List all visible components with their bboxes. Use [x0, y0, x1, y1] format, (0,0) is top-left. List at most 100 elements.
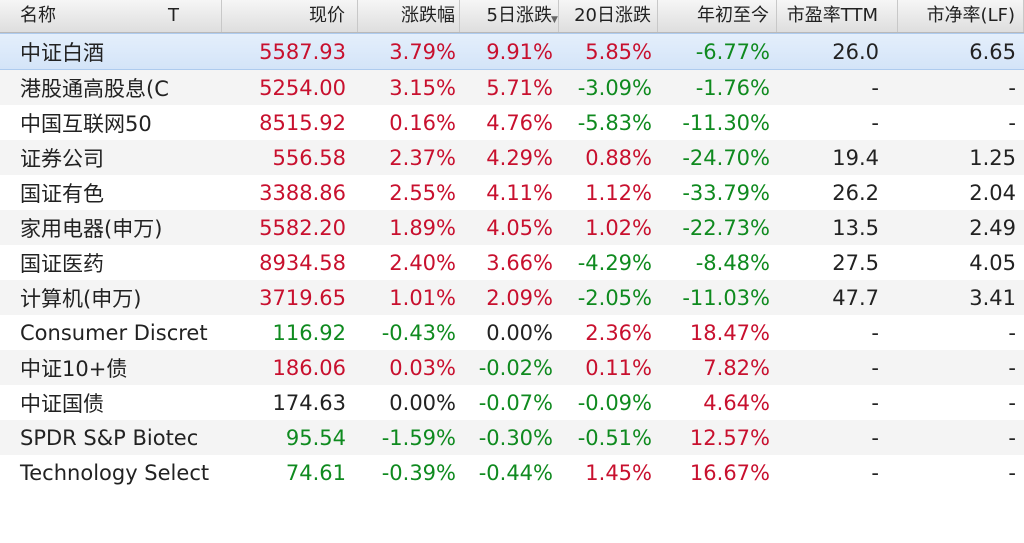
change-5d-cell: -0.44%	[478, 460, 553, 485]
pe-ttm-cell: 13.5	[832, 215, 879, 240]
table-row[interactable]: 中证10+债 186.06 0.03% -0.02% 0.11% 7.82% - -	[0, 350, 1024, 385]
pb-lf-cell: -	[1008, 355, 1016, 380]
change-pct-cell: 0.00%	[389, 390, 456, 415]
pe-ttm-cell: 26.2	[832, 180, 879, 205]
pe-ttm-cell: 27.5	[832, 250, 879, 275]
price-cell: 5582.20	[259, 215, 346, 240]
price-cell: 8515.92	[259, 110, 346, 135]
ytd-return-cell: -24.70%	[682, 145, 770, 170]
pb-lf-cell: 1.25	[969, 145, 1016, 170]
index-name-cell: 中证白酒	[20, 40, 104, 65]
sort-desc-icon: ▼	[551, 15, 558, 25]
sort-indicator[interactable]: T	[168, 5, 179, 26]
change-5d-cell: 3.66%	[486, 250, 553, 275]
index-name-cell: 中国互联网50	[20, 111, 152, 136]
price-cell: 95.54	[285, 425, 346, 450]
price-cell: 3719.65	[259, 285, 346, 310]
table-header: 名称 T 现价 涨跌幅 5日涨跌 ▼ 20日涨跌 年初至今 市盈率TTM 市净率…	[0, 0, 1024, 33]
pe-ttm-cell: -	[871, 75, 879, 100]
change-20d-cell: 0.88%	[585, 145, 652, 170]
change-5d-cell: 4.05%	[486, 215, 553, 240]
change-5d-cell: -0.07%	[478, 390, 553, 415]
table-row[interactable]: 计算机(申万) 3719.65 1.01% 2.09% -2.05% -11.03% 47.…	[0, 280, 1024, 315]
column-header-change-20d[interactable]: 20日涨跌	[559, 0, 658, 32]
index-name-cell: 计算机(申万)	[20, 286, 142, 311]
table-row[interactable]: Consumer Discret 116.92 -0.43% 0.00% 2.36% 18…	[0, 315, 1024, 350]
change-20d-cell: 2.36%	[585, 320, 652, 345]
column-header-pb-lf[interactable]: 市净率(LF)	[898, 0, 1024, 32]
change-5d-cell: 4.76%	[486, 110, 553, 135]
change-pct-cell: -1.59%	[381, 425, 456, 450]
table-row[interactable]: 港股通高股息(C 5254.00 3.15% 5.71% -3.09% -1.76% - -	[0, 70, 1024, 105]
pb-lf-cell: -	[1008, 425, 1016, 450]
price-cell: 116.92	[272, 320, 346, 345]
index-name-cell: 证券公司	[20, 146, 104, 171]
change-20d-cell: -0.51%	[577, 425, 652, 450]
change-pct-cell: 1.89%	[389, 215, 456, 240]
table-row[interactable]: 证券公司 556.58 2.37% 4.29% 0.88% -24.70% 19.4 1.25	[0, 140, 1024, 175]
pb-lf-cell: 3.41	[969, 285, 1016, 310]
ytd-return-cell: -8.48%	[695, 250, 770, 275]
change-5d-cell: 5.71%	[486, 75, 553, 100]
ytd-return-cell: 16.67%	[689, 460, 770, 485]
column-header-pe-ttm[interactable]: 市盈率TTM	[777, 0, 898, 32]
ytd-return-cell: 12.57%	[689, 425, 770, 450]
change-5d-cell: -0.30%	[478, 425, 553, 450]
index-name-cell: 中证10+债	[20, 356, 128, 381]
ytd-return-cell: -6.77%	[695, 39, 770, 64]
change-20d-cell: -3.09%	[577, 75, 652, 100]
pe-ttm-cell: -	[871, 355, 879, 380]
change-5d-cell: -0.02%	[478, 355, 553, 380]
change-pct-cell: 0.03%	[389, 355, 456, 380]
pb-lf-cell: 2.04	[969, 180, 1016, 205]
change-20d-cell: 1.12%	[585, 180, 652, 205]
table-row[interactable]: 国证医药 8934.58 2.40% 3.66% -4.29% -8.48% 27.5 4.0…	[0, 245, 1024, 280]
pe-ttm-cell: -	[871, 425, 879, 450]
index-name-cell: 中证国债	[20, 391, 104, 416]
index-name-cell: 家用电器(申万)	[20, 216, 163, 241]
table-row[interactable]: 国证有色 3388.86 2.55% 4.11% 1.12% -33.79% 26.2 2.0…	[0, 175, 1024, 210]
ytd-return-cell: -33.79%	[682, 180, 770, 205]
pb-lf-cell: -	[1008, 460, 1016, 485]
table-row[interactable]: 中证白酒 5587.93 3.79% 9.91% 5.85% -6.77% 26.0 6.65	[0, 33, 1024, 70]
change-pct-cell: 2.55%	[389, 180, 456, 205]
pb-lf-cell: -	[1008, 390, 1016, 415]
change-5d-cell: 4.11%	[486, 180, 553, 205]
column-header-price[interactable]: 现价	[222, 0, 358, 32]
change-pct-cell: 2.37%	[389, 145, 456, 170]
change-20d-cell: 1.02%	[585, 215, 652, 240]
ytd-return-cell: -11.03%	[682, 285, 770, 310]
price-cell: 3388.86	[259, 180, 346, 205]
price-cell: 556.58	[272, 145, 346, 170]
pe-ttm-cell: -	[871, 460, 879, 485]
change-pct-cell: -0.39%	[381, 460, 456, 485]
change-20d-cell: -2.05%	[577, 285, 652, 310]
pb-lf-cell: 2.49	[969, 215, 1016, 240]
index-quote-table: 名称 T 现价 涨跌幅 5日涨跌 ▼ 20日涨跌 年初至今 市盈率TTM 市净率…	[0, 0, 1024, 490]
column-header-change-pct[interactable]: 涨跌幅	[358, 0, 460, 32]
table-row[interactable]: 中证国债 174.63 0.00% -0.07% -0.09% 4.64% - -	[0, 385, 1024, 420]
table-row[interactable]: 中国互联网50 8515.92 0.16% 4.76% -5.83% -11.30% - -	[0, 105, 1024, 140]
ytd-return-cell: -22.73%	[682, 215, 770, 240]
table-row[interactable]: SPDR S&P Biotec 95.54 -1.59% -0.30% -0.51% 12…	[0, 420, 1024, 455]
index-name-cell: 国证医药	[20, 251, 104, 276]
ytd-return-cell: 4.64%	[703, 390, 770, 415]
pb-lf-cell: -	[1008, 75, 1016, 100]
table-row[interactable]: 家用电器(申万) 5582.20 1.89% 4.05% 1.02% -22.73% 13.…	[0, 210, 1024, 245]
index-name-cell: SPDR S&P Biotec	[20, 425, 199, 450]
ytd-return-cell: -11.30%	[682, 110, 770, 135]
change-20d-cell: 1.45%	[585, 460, 652, 485]
pe-ttm-cell: 26.0	[832, 39, 879, 64]
change-pct-cell: 0.16%	[389, 110, 456, 135]
price-cell: 5254.00	[259, 75, 346, 100]
column-header-ytd[interactable]: 年初至今	[658, 0, 777, 32]
index-name-cell: Consumer Discret	[20, 320, 208, 345]
table-body: 中证白酒 5587.93 3.79% 9.91% 5.85% -6.77% 26.0 6.65…	[0, 33, 1024, 490]
column-header-change-5d[interactable]: 5日涨跌	[460, 0, 559, 32]
pb-lf-cell: 6.65	[969, 39, 1016, 64]
index-name-cell: 国证有色	[20, 181, 104, 206]
column-header-name[interactable]: 名称	[0, 0, 222, 32]
table-row[interactable]: Technology Select 74.61 -0.39% -0.44% 1.45% 1…	[0, 455, 1024, 490]
pe-ttm-cell: -	[871, 110, 879, 135]
ytd-return-cell: 7.82%	[703, 355, 770, 380]
